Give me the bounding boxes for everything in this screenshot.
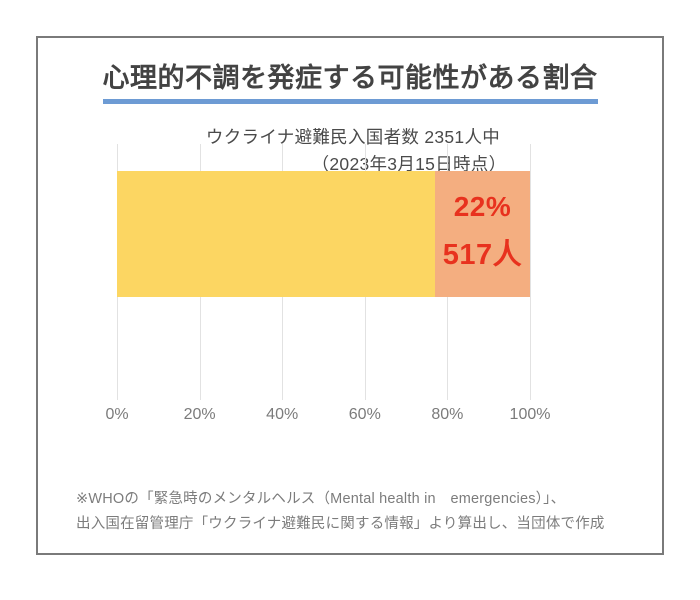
source-footnote-line-1: ※WHOの「緊急時のメンタルヘルス（Mental health in emerg… bbox=[76, 491, 566, 507]
x-axis-tick-labels: 0% 20% 40% 60% 80% 100% bbox=[105, 406, 550, 428]
x-axis-tick: 80% bbox=[431, 406, 464, 423]
x-axis-tick: 20% bbox=[183, 406, 216, 423]
x-axis-tick: 40% bbox=[266, 406, 299, 423]
bar-segment-highlight: 22% 517人 bbox=[435, 171, 530, 297]
stacked-bar: 22% 517人 bbox=[117, 171, 530, 297]
x-axis-tick: 100% bbox=[509, 406, 551, 423]
chart-subtitle-line-2: （2023年3月15日時点） bbox=[311, 154, 507, 175]
chart-frame: 心理的不調を発症する可能性がある割合 ウクライナ避難民入国者数 2351人中 （… bbox=[36, 36, 664, 555]
gridline bbox=[530, 144, 531, 400]
page-title-text: 心理的不調を発症する可能性がある割合 bbox=[102, 62, 598, 105]
bar-segment-other bbox=[117, 171, 435, 297]
source-footnote: ※WHOの「緊急時のメンタルヘルス（Mental health in emerg… bbox=[76, 487, 636, 538]
page-title: 心理的不調を発症する可能性がある割合 bbox=[38, 62, 662, 105]
chart-subtitle-line-1: ウクライナ避難民入国者数 2351人中 bbox=[205, 127, 501, 147]
chart-subtitle: ウクライナ避難民入国者数 2351人中 （2023年3月15日時点） bbox=[38, 124, 662, 178]
x-axis-tick: 0% bbox=[105, 406, 129, 423]
chart-plot-area: 22% 517人 bbox=[117, 144, 531, 400]
source-footnote-line-2: 出入国在留管理庁「ウクライナ避難民に関する情報」より算出し、当団体で作成 bbox=[76, 516, 605, 533]
data-label-count: 517人 bbox=[442, 239, 523, 271]
x-axis-tick: 60% bbox=[348, 406, 381, 423]
data-label-percent: 22% bbox=[453, 191, 512, 222]
bar-data-labels: 22% 517人 bbox=[435, 193, 530, 270]
